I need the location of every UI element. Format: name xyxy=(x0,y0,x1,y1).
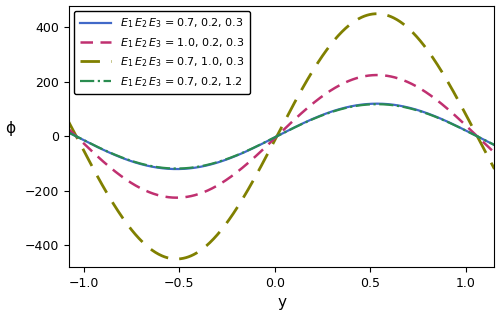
Y-axis label: ϕ: ϕ xyxy=(6,121,16,137)
$E_1\,E_2\,E_3$ = 0.7, 1.0, 0.3 xyxy=(374,12,380,15)
$E_1\,E_2\,E_3$ = 0.7, 1.0, 0.3 xyxy=(324,47,330,51)
Line: $E_1\,E_2\,E_3$ = 0.7, 1.0, 0.3: $E_1\,E_2\,E_3$ = 0.7, 1.0, 0.3 xyxy=(68,14,494,259)
Line: $E_1\,E_2\,E_3$ = 0.7, 0.2, 1.2: $E_1\,E_2\,E_3$ = 0.7, 0.2, 1.2 xyxy=(68,104,494,168)
$E_1\,E_2\,E_3$ = 0.7, 0.2, 0.3 xyxy=(314,115,320,119)
$E_1\,E_2\,E_3$ = 0.7, 0.2, 1.2 xyxy=(390,103,396,107)
$E_1\,E_2\,E_3$ = 0.7, 0.2, 0.3 xyxy=(92,144,98,148)
$E_1\,E_2\,E_3$ = 0.7, 1.0, 0.3 xyxy=(314,63,320,67)
$E_1\,E_2\,E_3$ = 0.7, 1.0, 0.3 xyxy=(492,167,498,171)
$E_1\,E_2\,E_3$ = 0.7, 1.0, 0.3 xyxy=(338,31,344,35)
$E_1\,E_2\,E_3$ = 0.7, 0.2, 1.2 xyxy=(324,112,330,115)
X-axis label: y: y xyxy=(277,295,286,310)
$E_1\,E_2\,E_3$ = 0.7, 0.2, 0.3 xyxy=(174,167,180,171)
$E_1\,E_2\,E_3$ = 0.7, 1.0, 0.3 xyxy=(390,15,396,19)
$E_1\,E_2\,E_3$ = 0.7, 1.0, 0.3 xyxy=(92,169,98,173)
$E_1\,E_2\,E_3$ = 0.7, 0.2, 1.2 xyxy=(434,115,440,119)
$E_1\,E_2\,E_3$ = 1.0, 0.2, 0.3 xyxy=(66,127,71,131)
$E_1\,E_2\,E_3$ = 0.7, 0.2, 1.2 xyxy=(492,143,498,147)
$E_1\,E_2\,E_3$ = 0.7, 0.2, 0.3 xyxy=(434,115,440,119)
$E_1\,E_2\,E_3$ = 0.7, 0.2, 0.3 xyxy=(66,131,71,134)
$E_1\,E_2\,E_3$ = 0.7, 0.2, 1.2 xyxy=(66,131,71,134)
$E_1\,E_2\,E_3$ = 1.0, 0.2, 0.3 xyxy=(390,75,396,79)
$E_1\,E_2\,E_3$ = 1.0, 0.2, 0.3 xyxy=(324,91,330,94)
$E_1\,E_2\,E_3$ = 0.7, 0.2, 0.3 xyxy=(492,143,498,147)
$E_1\,E_2\,E_3$ = 1.0, 0.2, 0.3 xyxy=(374,73,380,77)
$E_1\,E_2\,E_3$ = 0.7, 0.2, 0.3 xyxy=(324,111,330,115)
$E_1\,E_2\,E_3$ = 1.0, 0.2, 0.3 xyxy=(174,196,180,200)
$E_1\,E_2\,E_3$ = 0.7, 1.0, 0.3 xyxy=(174,257,180,261)
$E_1\,E_2\,E_3$ = 0.7, 0.2, 0.3 xyxy=(390,103,396,106)
$E_1\,E_2\,E_3$ = 0.7, 0.2, 1.2 xyxy=(174,167,180,170)
$E_1\,E_2\,E_3$ = 1.0, 0.2, 0.3 xyxy=(92,152,98,156)
$E_1\,E_2\,E_3$ = 1.0, 0.2, 0.3 xyxy=(434,98,440,101)
Line: $E_1\,E_2\,E_3$ = 0.7, 0.2, 0.3: $E_1\,E_2\,E_3$ = 0.7, 0.2, 0.3 xyxy=(68,104,494,169)
$E_1\,E_2\,E_3$ = 1.0, 0.2, 0.3 xyxy=(314,99,320,103)
$E_1\,E_2\,E_3$ = 0.7, 1.0, 0.3 xyxy=(66,120,71,124)
$E_1\,E_2\,E_3$ = 0.7, 0.2, 0.3 xyxy=(338,107,344,111)
$E_1\,E_2\,E_3$ = 1.0, 0.2, 0.3 xyxy=(338,83,344,87)
$E_1\,E_2\,E_3$ = 1.0, 0.2, 0.3 xyxy=(492,151,498,155)
$E_1\,E_2\,E_3$ = 0.7, 1.0, 0.3 xyxy=(434,61,440,65)
Line: $E_1\,E_2\,E_3$ = 1.0, 0.2, 0.3: $E_1\,E_2\,E_3$ = 1.0, 0.2, 0.3 xyxy=(68,75,494,198)
$E_1\,E_2\,E_3$ = 0.7, 0.2, 1.2 xyxy=(374,102,380,106)
$E_1\,E_2\,E_3$ = 0.7, 0.2, 1.2 xyxy=(314,116,320,119)
Legend: $E_1\,E_2\,E_3$ = 0.7, 0.2, 0.3, $E_1\,E_2\,E_3$ = 1.0, 0.2, 0.3, $E_1\,E_2\,E_3: $E_1\,E_2\,E_3$ = 0.7, 0.2, 0.3, $E_1\,E… xyxy=(74,11,250,94)
$E_1\,E_2\,E_3$ = 0.7, 0.2, 0.3 xyxy=(374,102,380,106)
$E_1\,E_2\,E_3$ = 0.7, 0.2, 1.2 xyxy=(92,144,98,148)
$E_1\,E_2\,E_3$ = 0.7, 0.2, 1.2 xyxy=(338,107,344,111)
